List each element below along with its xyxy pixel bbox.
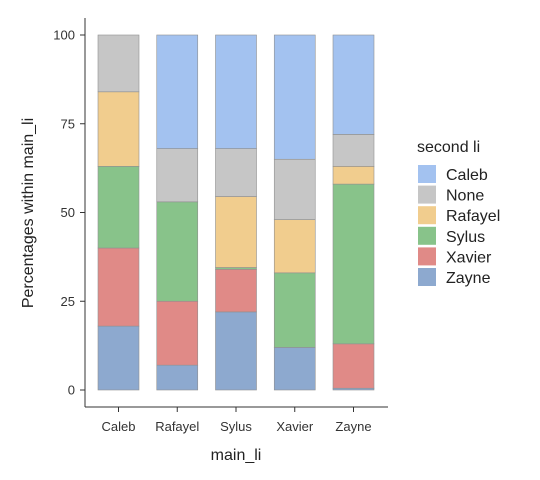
bar-segment-sylus-zayne [215,311,257,391]
bar-segment-zayne-none [332,134,375,167]
legend-label-xavier: Xavier [446,249,492,266]
bar-segment-xavier-none [273,158,316,220]
bar-segment-caleb-none [97,34,140,93]
legend: second li Caleb None Rafayel Sylus Xavier Zay… [417,139,500,287]
bar-segment-caleb-rafayel [97,91,140,167]
bar-segment-zayne-sylus [332,183,375,345]
x-axis-ticks: Caleb Rafayel Sylus Xavier Zayne [102,407,372,434]
legend-key-zayne [418,268,436,286]
legend-label-zayne: Zayne [446,270,491,287]
y-tick-label: 75 [61,116,75,131]
legend-key-none [418,185,436,204]
bar-segment-caleb-zayne [97,325,140,391]
bar-segment-sylus-caleb [215,34,257,149]
legend-label-rafayel: Rafayel [446,208,500,225]
bar-segment-xavier-caleb [273,34,316,160]
bar-segment-caleb-sylus [97,166,140,249]
legend-key-rafayel [418,206,436,225]
bar-segment-zayne-rafayel [332,166,375,185]
x-axis-title: main_li [211,447,262,464]
x-tick-label: Xavier [276,419,314,434]
legend-label-none: None [446,188,484,205]
bar-segment-rafayel-sylus [156,201,199,302]
bar-segment-zayne-xavier [332,343,375,389]
legend-key-caleb [418,165,436,183]
x-tick-label: Sylus [220,419,252,434]
plot-area [97,34,375,391]
bar-segment-caleb-xavier [97,247,140,327]
y-tick-label: 25 [61,294,75,309]
legend-label-sylus: Sylus [446,229,485,246]
bar-segment-rafayel-caleb [156,34,199,149]
bar-segment-xavier-zayne [273,347,316,391]
x-tick-label: Rafayel [155,419,199,434]
y-axis-ticks: 0 25 50 75 100 [53,28,85,398]
legend-label-caleb: Caleb [446,167,488,184]
y-tick-label: 100 [53,28,75,43]
bar-segment-rafayel-none [156,148,199,203]
bar-segment-zayne-caleb [332,34,375,135]
bar-segment-sylus-xavier [215,268,257,313]
y-tick-label: 50 [61,205,75,220]
legend-key-xavier [418,247,436,266]
bar-segment-xavier-rafayel [273,219,316,274]
bar-segment-sylus-none [215,148,257,197]
bar-segment-rafayel-xavier [156,300,199,366]
legend-key-sylus [418,226,436,245]
bar-segment-xavier-sylus [273,272,316,348]
bar-segment-sylus-rafayel [215,196,257,268]
x-tick-label: Zayne [335,419,371,434]
y-axis-title: Percentages within main_li [20,118,37,308]
y-tick-label: 0 [68,383,75,398]
x-tick-label: Caleb [102,419,136,434]
legend-title: second li [417,139,480,156]
bar-segment-rafayel-zayne [156,364,199,391]
